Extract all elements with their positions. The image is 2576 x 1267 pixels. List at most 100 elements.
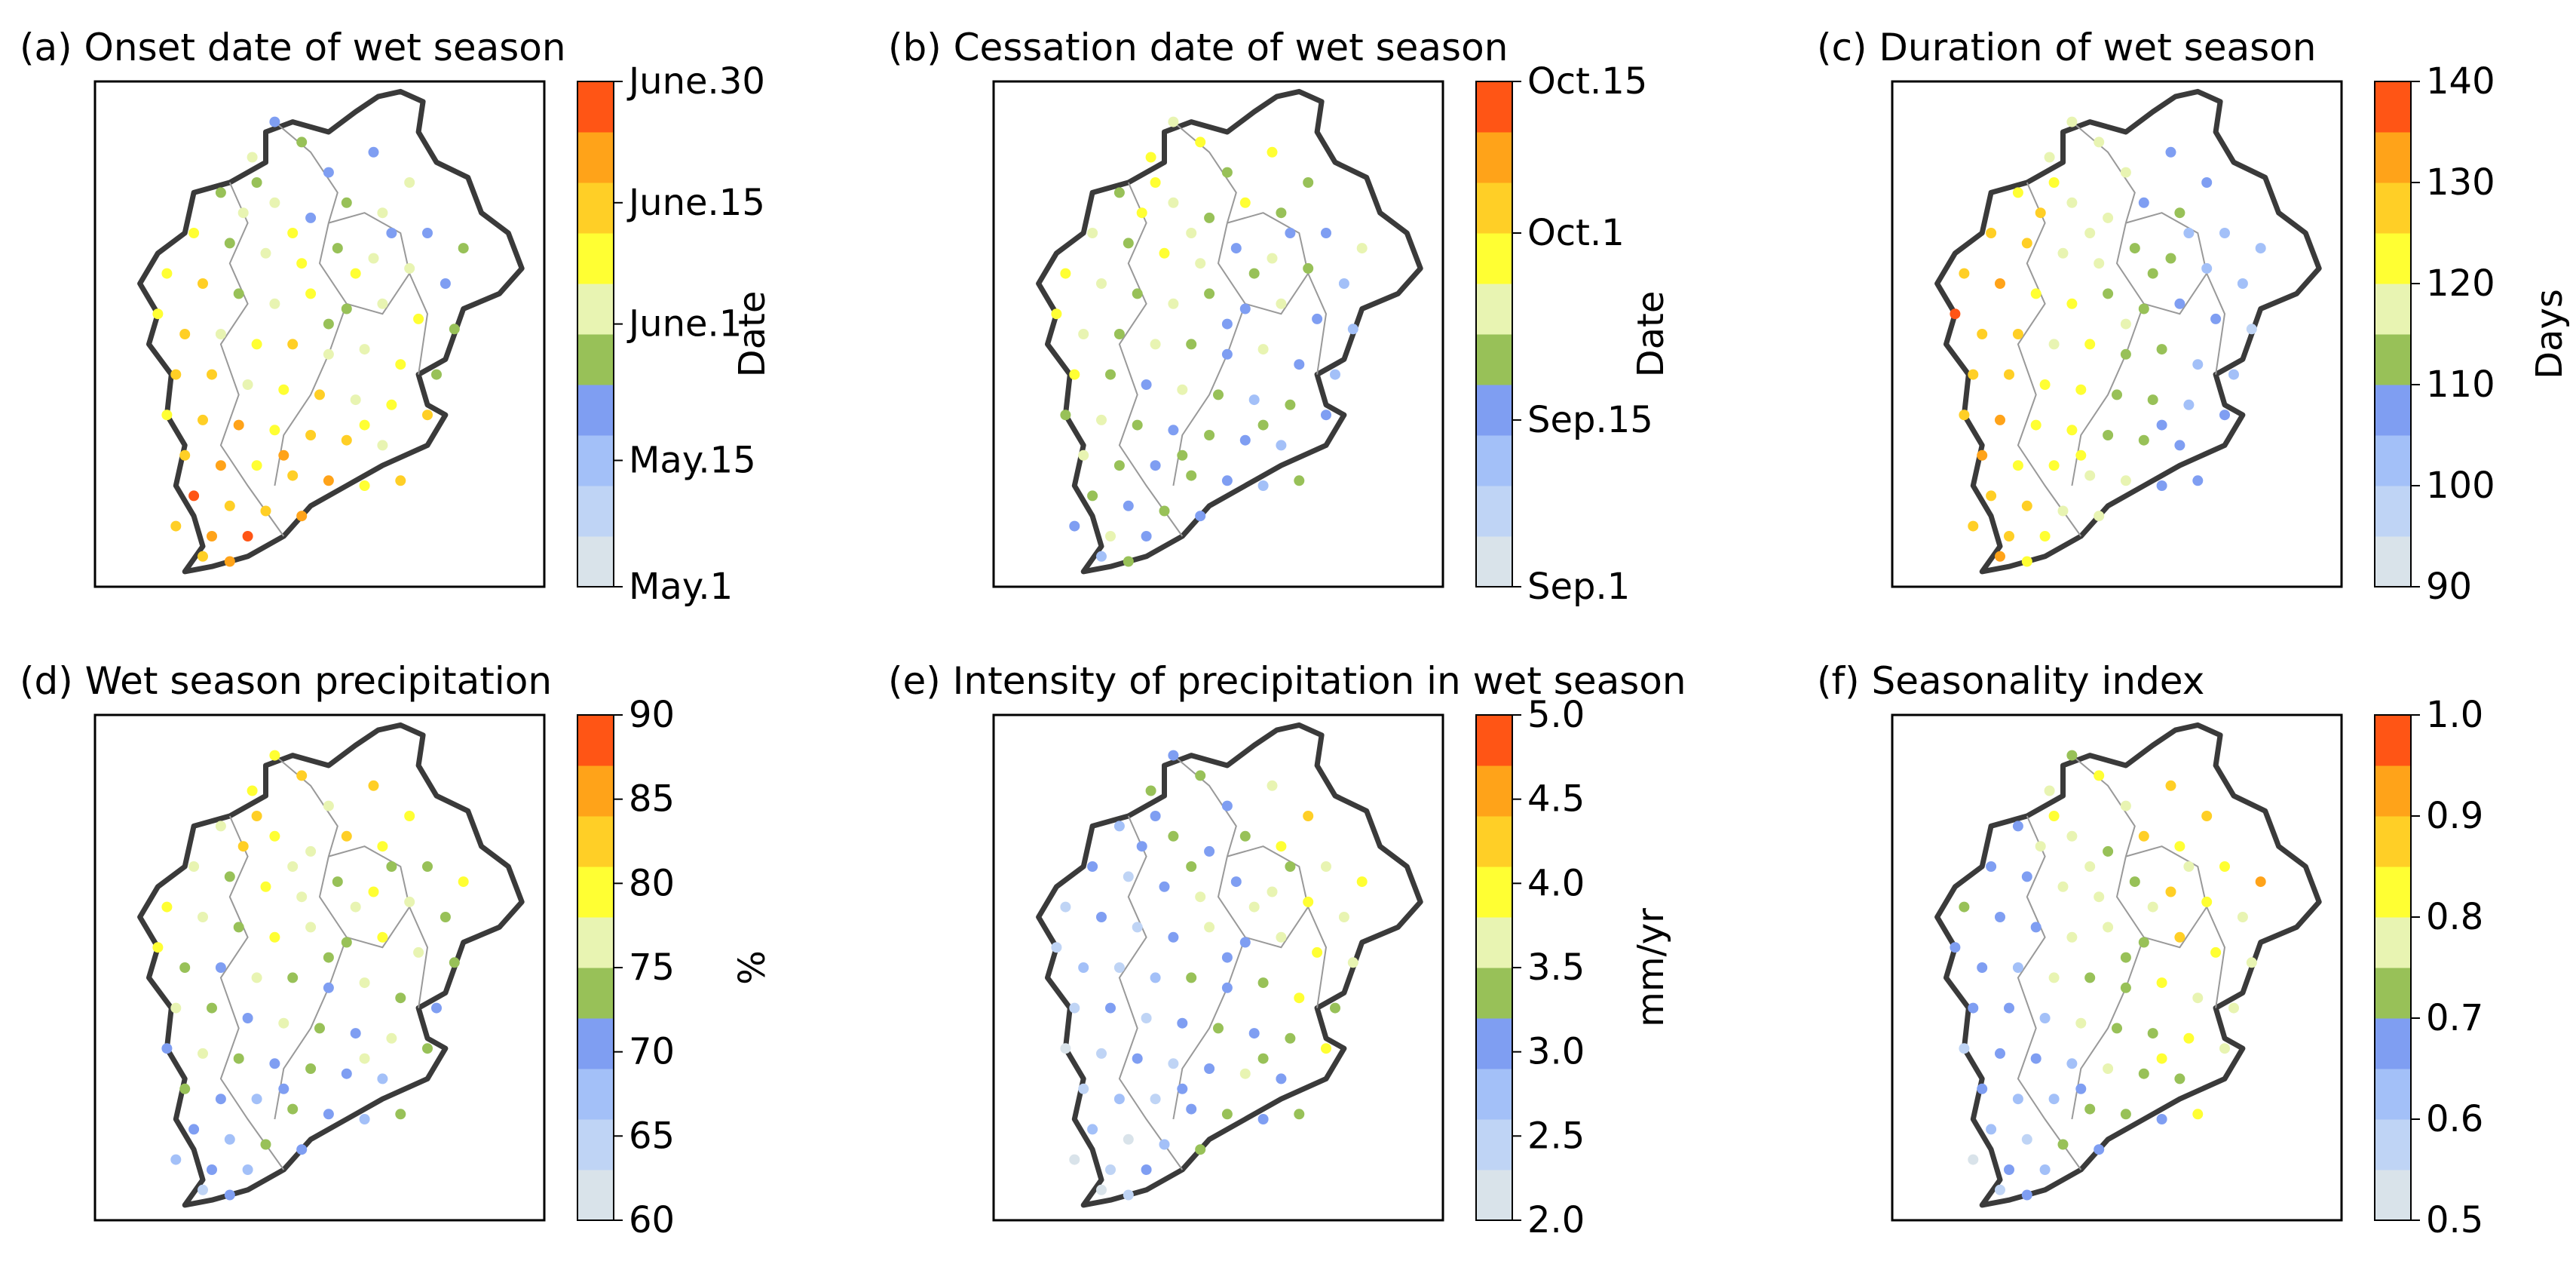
station-point [1132, 1053, 1143, 1064]
station-point [431, 1002, 442, 1014]
station-point [1330, 369, 1340, 380]
station-point [2035, 207, 2046, 219]
colorbar-tick-label: Sep.1 [1527, 566, 1630, 608]
colorbar-tick-label: 120 [2426, 262, 2495, 305]
station-point [278, 1083, 289, 1094]
station-point [188, 490, 200, 502]
station-point [1285, 1032, 1296, 1044]
colorbar-segment [1476, 486, 1512, 537]
station-point [458, 876, 469, 888]
station-point [2138, 937, 2149, 948]
station-point [224, 238, 235, 249]
station-point [269, 931, 280, 943]
colorbar-segment [577, 81, 614, 133]
station-point [1239, 830, 1251, 842]
panel-title: (c) Duration of wet season [1817, 26, 2316, 69]
station-point [1145, 785, 1156, 796]
station-point [377, 841, 388, 852]
station-point [2066, 197, 2078, 208]
map-frame [992, 80, 1444, 588]
station-point [1294, 1109, 1305, 1120]
station-point [1204, 430, 1215, 440]
station-point [2174, 931, 2185, 943]
station-point [2219, 861, 2230, 872]
station-point [2012, 962, 2023, 973]
station-point [207, 369, 217, 380]
station-point [323, 167, 334, 178]
station-point [2147, 268, 2158, 279]
station-point [2165, 886, 2176, 897]
colorbar-tick-label: 0.5 [2426, 1199, 2483, 1241]
station-point [152, 942, 164, 953]
colorbar-segment [1476, 1170, 1512, 1221]
colorbar-segment [1476, 968, 1512, 1019]
station-point [1213, 1023, 1224, 1034]
station-point [1248, 901, 1260, 913]
station-point [251, 1094, 262, 1105]
station-point [341, 937, 352, 948]
colorbar-segment [1476, 765, 1512, 817]
colorbar-segment [1476, 385, 1512, 436]
station-point [2012, 187, 2023, 198]
station-point [1312, 313, 1323, 324]
station-point [1959, 410, 1970, 421]
station-point [2103, 288, 2114, 299]
station-point [198, 414, 208, 425]
station-point [422, 228, 433, 238]
colorbar-tick-label: 130 [2426, 161, 2495, 204]
station-point [1141, 379, 1152, 390]
station-point [2084, 228, 2096, 238]
province-boundary [2206, 273, 2226, 375]
station-point [296, 770, 308, 781]
station-point [2201, 896, 2213, 907]
station-point [1986, 228, 1997, 238]
station-point [287, 339, 299, 350]
station-point [242, 379, 253, 390]
station-point [1069, 520, 1080, 532]
station-point [1195, 258, 1206, 269]
colorbar-tick-label: 80 [629, 862, 675, 904]
colorbar-segment [577, 1170, 614, 1221]
station-point [2156, 1053, 2167, 1064]
station-point [1248, 268, 1260, 279]
colorbar-segment [2375, 233, 2411, 284]
station-point [350, 394, 361, 406]
colorbar-segment [1476, 1119, 1512, 1170]
station-point [1968, 1002, 1979, 1014]
station-point [2044, 152, 2055, 163]
station-point [2021, 500, 2032, 511]
colorbar-segment [577, 1119, 614, 1170]
station-point [1221, 348, 1233, 360]
station-point [247, 152, 258, 163]
panel-title: (e) Intensity of precipitation in wet se… [888, 659, 1686, 703]
colorbar-segment [1476, 867, 1512, 918]
colorbar-segment [577, 435, 614, 486]
colorbar-tick-label: 4.0 [1527, 862, 1585, 904]
station-point [2030, 1053, 2042, 1064]
station-point [2094, 511, 2105, 522]
station-point [1195, 511, 1206, 522]
station-point [2219, 410, 2230, 421]
station-point [1257, 1053, 1269, 1064]
map-frame [1891, 713, 2343, 1222]
station-point [1096, 1184, 1107, 1195]
station-point [2084, 470, 2096, 481]
station-point [198, 1048, 208, 1059]
province-boundary [2206, 907, 2226, 1008]
station-point [2057, 247, 2069, 259]
station-point [2255, 243, 2266, 254]
station-point [1186, 972, 1197, 983]
station-point [296, 891, 308, 903]
station-point [2147, 901, 2158, 913]
colorbar-segment [2375, 816, 2411, 867]
station-point [1113, 460, 1125, 471]
station-point [207, 1164, 217, 1175]
station-point [2183, 1032, 2195, 1044]
station-point [2255, 876, 2266, 888]
station-point [1267, 146, 1278, 158]
station-point [1285, 861, 1296, 872]
station-point [2156, 977, 2167, 989]
station-point [1204, 845, 1215, 857]
station-point [170, 520, 182, 532]
station-point [2156, 419, 2167, 431]
